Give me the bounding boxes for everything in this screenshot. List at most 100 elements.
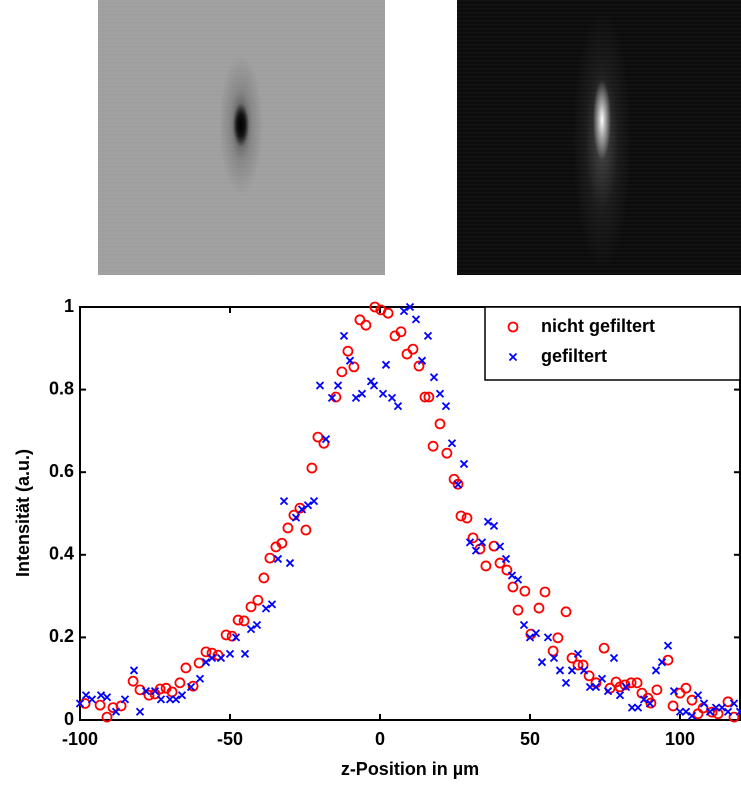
point — [615, 691, 625, 700]
y-tick-label: 0.2 — [49, 626, 74, 646]
point — [327, 393, 337, 402]
y-tick-label: 0.6 — [49, 461, 74, 481]
point — [519, 585, 531, 597]
point — [614, 681, 626, 693]
point — [378, 389, 388, 398]
point — [150, 686, 160, 696]
point — [220, 629, 232, 641]
point — [566, 652, 578, 664]
point — [115, 700, 127, 712]
point — [501, 564, 513, 576]
point — [127, 675, 139, 687]
point — [494, 557, 506, 569]
point — [246, 625, 256, 634]
legend-box — [484, 306, 741, 381]
point — [699, 699, 709, 708]
point — [459, 459, 469, 469]
point — [728, 711, 740, 723]
point — [315, 381, 325, 390]
point — [441, 401, 451, 411]
point — [231, 633, 241, 642]
point — [603, 686, 613, 696]
point — [645, 699, 655, 708]
point — [297, 505, 307, 514]
point — [513, 575, 523, 584]
point — [455, 510, 467, 522]
point — [261, 604, 271, 613]
point — [156, 695, 166, 704]
point — [354, 314, 366, 326]
point — [87, 695, 97, 704]
point — [193, 657, 205, 669]
point — [111, 707, 121, 716]
point — [177, 691, 187, 700]
point — [339, 331, 349, 341]
point — [342, 345, 354, 357]
point — [395, 326, 407, 338]
point — [387, 393, 397, 402]
point — [639, 695, 649, 704]
point — [369, 381, 379, 390]
x-tick-label: -100 — [62, 729, 98, 749]
point — [625, 677, 637, 689]
point — [318, 437, 330, 449]
point — [706, 706, 718, 718]
point — [216, 653, 226, 663]
point — [471, 546, 481, 555]
legend-label: gefiltert — [541, 346, 607, 366]
point — [309, 496, 319, 506]
point — [336, 366, 348, 378]
point — [417, 356, 427, 365]
point — [597, 674, 607, 683]
point — [619, 679, 631, 691]
point — [531, 629, 541, 638]
y-tick-label: 0.8 — [49, 378, 74, 398]
point — [533, 602, 545, 614]
point — [312, 431, 324, 443]
y-axis-label: Intensität (a.u.) — [13, 449, 33, 577]
point — [501, 554, 511, 564]
point — [279, 496, 289, 506]
point — [441, 447, 453, 459]
point — [519, 620, 529, 630]
point — [225, 649, 235, 659]
point — [102, 693, 112, 702]
point — [427, 440, 439, 452]
point — [537, 658, 547, 667]
point — [543, 633, 553, 642]
point — [507, 581, 519, 593]
point — [407, 343, 419, 355]
legend-marker — [507, 321, 519, 333]
y-tick-label: 0 — [64, 709, 74, 729]
point — [579, 666, 589, 675]
point — [429, 373, 439, 382]
point — [252, 620, 262, 630]
point — [434, 418, 446, 430]
point — [405, 302, 415, 312]
point — [382, 307, 394, 319]
point — [180, 662, 192, 674]
point — [285, 558, 295, 568]
point — [631, 677, 643, 689]
point — [477, 538, 487, 547]
point — [495, 542, 505, 551]
point — [669, 686, 679, 696]
point — [549, 653, 559, 663]
point — [321, 435, 331, 444]
point — [419, 391, 431, 403]
point — [273, 554, 283, 564]
point — [195, 674, 205, 683]
point — [351, 393, 361, 402]
point — [423, 391, 435, 403]
point — [561, 678, 571, 687]
point — [591, 682, 601, 692]
point — [360, 319, 372, 331]
point — [206, 647, 218, 659]
point — [171, 695, 181, 704]
point — [651, 684, 663, 696]
point — [143, 689, 155, 701]
point — [627, 703, 637, 712]
legend-marker — [508, 352, 518, 362]
legend-label: nicht gefiltert — [541, 316, 655, 336]
